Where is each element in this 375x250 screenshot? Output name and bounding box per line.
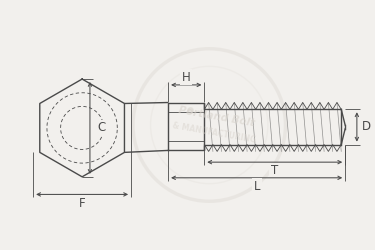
Text: H: H (182, 70, 190, 84)
Text: T: T (271, 164, 278, 177)
Text: D: D (362, 120, 371, 134)
Text: & MANUFACTURING: & MANUFACTURING (172, 121, 256, 144)
Text: F: F (79, 197, 86, 210)
Text: L: L (254, 180, 260, 193)
Text: C: C (98, 122, 106, 134)
Text: Portland Bolt: Portland Bolt (178, 106, 256, 129)
